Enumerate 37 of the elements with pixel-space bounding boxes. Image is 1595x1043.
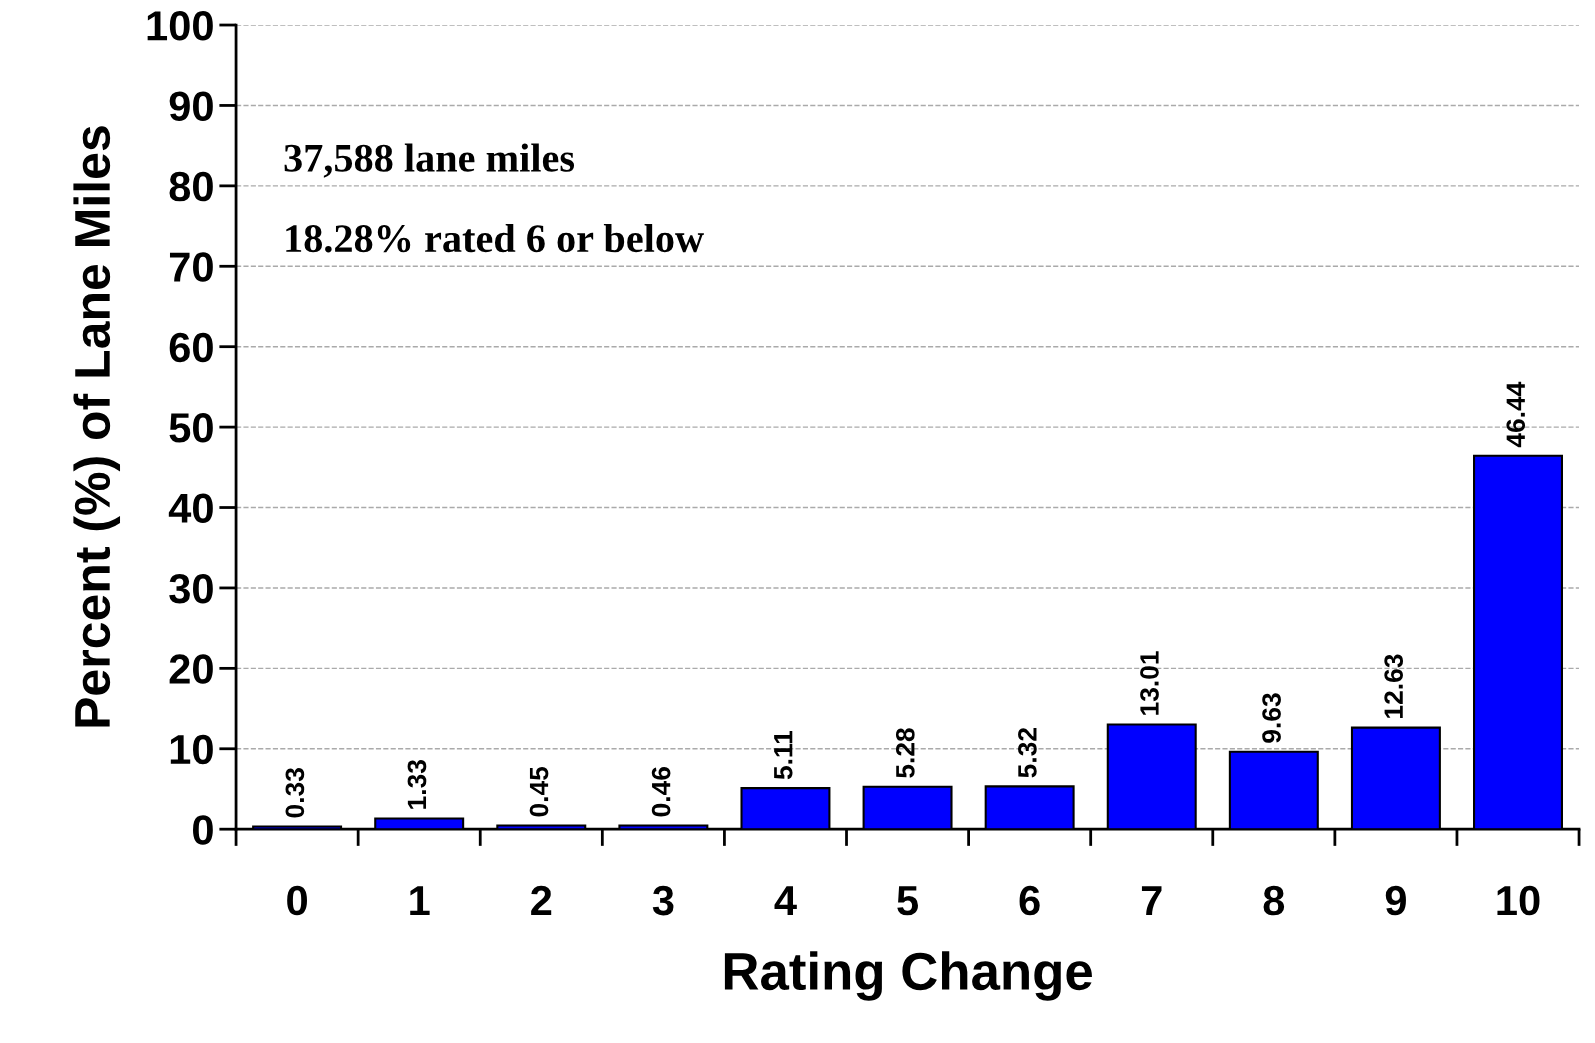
annotation: 18.28% rated 6 or below bbox=[286, 223, 704, 253]
y-tick-label: 50 bbox=[169, 413, 213, 443]
data-label: 5.11 bbox=[774, 730, 793, 780]
x-axis-title: Rating Change bbox=[724, 951, 1092, 1001]
data-label: 12.63 bbox=[1384, 654, 1404, 718]
y-tick-label: 60 bbox=[169, 332, 213, 363]
x-tick-label: 8 bbox=[1263, 885, 1285, 916]
x-tick-label: 10 bbox=[1497, 885, 1540, 916]
data-label: 0.33 bbox=[285, 768, 305, 818]
y-tick-label: 20 bbox=[169, 654, 213, 684]
data-label: 5.32 bbox=[1018, 728, 1037, 778]
data-label: 46.44 bbox=[1506, 381, 1526, 448]
x-tick-label: 1 bbox=[410, 886, 430, 915]
x-tick-label: 0 bbox=[287, 885, 307, 916]
x-tick-label: 4 bbox=[774, 886, 797, 915]
x-tick-label: 6 bbox=[1019, 885, 1040, 916]
x-tick-label: 2 bbox=[531, 885, 552, 915]
x-tick-label: 7 bbox=[1141, 886, 1162, 915]
data-label: 0.45 bbox=[529, 766, 549, 817]
y-tick-label: 90 bbox=[169, 91, 213, 121]
y-tick-label: 10 bbox=[170, 734, 213, 765]
y-tick-label: 0 bbox=[193, 815, 213, 845]
x-tick-label: 5 bbox=[897, 886, 918, 916]
data-label: 0.46 bbox=[651, 767, 671, 817]
y-tick-label: 80 bbox=[169, 171, 213, 202]
y-tick-label: 100 bbox=[147, 11, 213, 41]
data-label: 9.63 bbox=[1262, 693, 1281, 743]
data-label: 5.28 bbox=[895, 728, 915, 778]
y-tick-label: 30 bbox=[169, 573, 213, 604]
y-tick-label: 70 bbox=[169, 252, 213, 282]
y-tick-label: 40 bbox=[168, 493, 213, 524]
y-axis-title: Percent (%) of Lane Miles bbox=[73, 126, 121, 727]
x-tick-label: 3 bbox=[652, 885, 674, 916]
data-label: 13.01 bbox=[1140, 651, 1159, 715]
annotation: 37,588 lane miles bbox=[284, 143, 575, 178]
x-tick-label: 9 bbox=[1385, 885, 1406, 916]
data-label: 1.33 bbox=[407, 760, 427, 809]
